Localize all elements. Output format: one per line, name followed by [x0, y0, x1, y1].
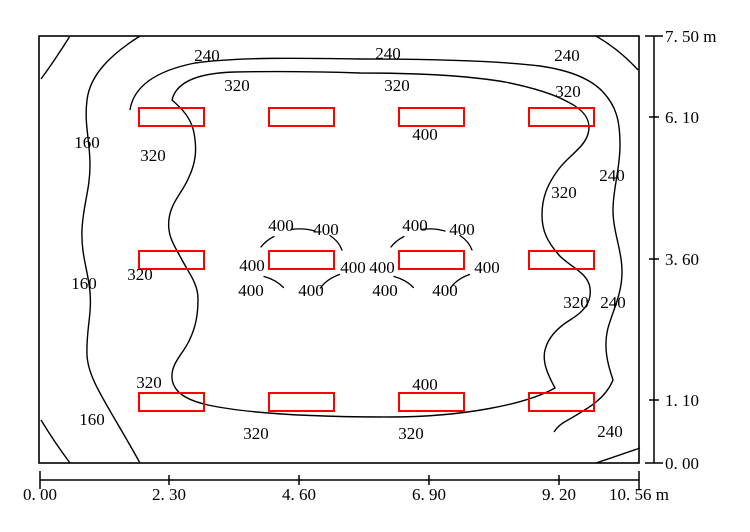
svg-text:240: 240 [597, 422, 623, 441]
svg-text:400: 400 [340, 258, 366, 277]
svg-text:4. 60: 4. 60 [282, 485, 316, 504]
svg-text:240: 240 [599, 166, 625, 185]
svg-text:240: 240 [375, 44, 401, 63]
svg-text:400: 400 [239, 256, 265, 275]
svg-text:400: 400 [372, 281, 398, 300]
svg-text:320: 320 [224, 76, 250, 95]
svg-text:160: 160 [74, 133, 100, 152]
svg-text:400: 400 [268, 216, 294, 235]
svg-text:320: 320 [136, 373, 162, 392]
svg-text:240: 240 [194, 46, 220, 65]
svg-text:400: 400 [298, 281, 324, 300]
svg-text:1. 10: 1. 10 [665, 391, 699, 410]
svg-text:0. 00: 0. 00 [665, 454, 699, 473]
svg-text:400: 400 [238, 281, 264, 300]
svg-text:320: 320 [384, 76, 410, 95]
svg-text:320: 320 [551, 183, 577, 202]
svg-text:3. 60: 3. 60 [665, 250, 699, 269]
svg-text:6. 10: 6. 10 [665, 108, 699, 127]
svg-text:0. 00: 0. 00 [23, 485, 57, 504]
svg-text:400: 400 [474, 258, 500, 277]
svg-text:400: 400 [313, 220, 339, 239]
svg-text:320: 320 [243, 424, 269, 443]
svg-text:9. 20: 9. 20 [542, 485, 576, 504]
svg-text:400: 400 [449, 220, 475, 239]
svg-text:10. 56 m: 10. 56 m [609, 485, 669, 504]
svg-text:320: 320 [398, 424, 424, 443]
svg-text:160: 160 [71, 274, 97, 293]
svg-text:2. 30: 2. 30 [152, 485, 186, 504]
svg-text:240: 240 [600, 293, 626, 312]
svg-text:160: 160 [79, 410, 105, 429]
svg-text:320: 320 [140, 146, 166, 165]
svg-text:320: 320 [555, 82, 581, 101]
svg-text:400: 400 [402, 216, 428, 235]
svg-text:240: 240 [554, 46, 580, 65]
svg-text:6. 90: 6. 90 [412, 485, 446, 504]
svg-text:400: 400 [412, 375, 438, 394]
svg-text:400: 400 [412, 125, 438, 144]
svg-text:320: 320 [127, 265, 153, 284]
svg-text:7. 50 m: 7. 50 m [665, 27, 716, 46]
svg-text:400: 400 [432, 281, 458, 300]
svg-text:320: 320 [563, 293, 589, 312]
svg-text:400: 400 [369, 258, 395, 277]
